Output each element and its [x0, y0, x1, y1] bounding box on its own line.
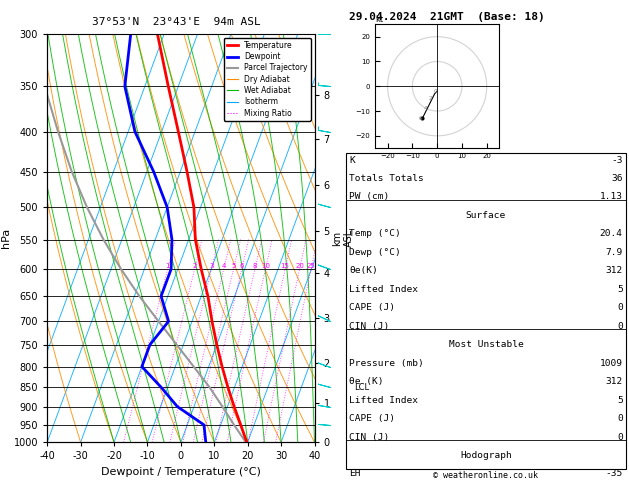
Text: kt: kt	[375, 15, 383, 24]
Text: 20.4: 20.4	[599, 229, 623, 239]
Text: θe (K): θe (K)	[349, 377, 384, 386]
Text: 15: 15	[281, 263, 289, 269]
Text: 4: 4	[423, 106, 427, 111]
Text: Lifted Index: Lifted Index	[349, 396, 418, 405]
Text: 312: 312	[606, 266, 623, 276]
Text: CIN (J): CIN (J)	[349, 322, 389, 331]
Text: Lifted Index: Lifted Index	[349, 285, 418, 294]
Text: 7.9: 7.9	[606, 248, 623, 257]
Text: 0: 0	[617, 433, 623, 442]
Text: © weatheronline.co.uk: © weatheronline.co.uk	[433, 471, 538, 481]
Text: Most Unstable: Most Unstable	[448, 340, 523, 349]
Text: 6: 6	[418, 116, 422, 121]
Text: -3: -3	[611, 156, 623, 165]
Text: 25: 25	[307, 263, 315, 269]
Text: 1009: 1009	[599, 359, 623, 368]
Text: 10: 10	[261, 263, 270, 269]
Text: -35: -35	[606, 469, 623, 479]
Text: 20: 20	[295, 263, 304, 269]
Text: 3: 3	[209, 263, 214, 269]
Text: 29.04.2024  21GMT  (Base: 18): 29.04.2024 21GMT (Base: 18)	[349, 12, 545, 22]
Text: 8: 8	[253, 263, 257, 269]
Y-axis label: km
ASL: km ASL	[333, 229, 354, 247]
Text: 5: 5	[231, 263, 236, 269]
Text: 312: 312	[606, 377, 623, 386]
Text: CAPE (J): CAPE (J)	[349, 303, 395, 312]
Text: Dewp (°C): Dewp (°C)	[349, 248, 401, 257]
Text: 2: 2	[192, 263, 197, 269]
X-axis label: Dewpoint / Temperature (°C): Dewpoint / Temperature (°C)	[101, 467, 261, 477]
Text: Surface: Surface	[466, 211, 506, 220]
Text: 0: 0	[617, 303, 623, 312]
Text: Totals Totals: Totals Totals	[349, 174, 424, 183]
Text: 1.13: 1.13	[599, 192, 623, 202]
Text: PW (cm): PW (cm)	[349, 192, 389, 202]
Text: Temp (°C): Temp (°C)	[349, 229, 401, 239]
Text: 5: 5	[617, 285, 623, 294]
Text: 0: 0	[433, 89, 437, 94]
Text: 0: 0	[617, 414, 623, 423]
Text: 4: 4	[221, 263, 226, 269]
Text: θe(K): θe(K)	[349, 266, 378, 276]
Text: 37°53'N  23°43'E  94m ASL: 37°53'N 23°43'E 94m ASL	[92, 17, 260, 27]
Text: K: K	[349, 156, 355, 165]
Text: CIN (J): CIN (J)	[349, 433, 389, 442]
Text: Pressure (mb): Pressure (mb)	[349, 359, 424, 368]
Text: 36: 36	[611, 174, 623, 183]
Text: 0: 0	[617, 322, 623, 331]
Text: CAPE (J): CAPE (J)	[349, 414, 395, 423]
Text: EH: EH	[349, 469, 360, 479]
Text: 5: 5	[617, 396, 623, 405]
Y-axis label: hPa: hPa	[1, 228, 11, 248]
Text: Hodograph: Hodograph	[460, 451, 512, 460]
Text: LCL: LCL	[355, 383, 370, 392]
Text: 6: 6	[240, 263, 244, 269]
Legend: Temperature, Dewpoint, Parcel Trajectory, Dry Adiabat, Wet Adiabat, Isotherm, Mi: Temperature, Dewpoint, Parcel Trajectory…	[223, 38, 311, 121]
Text: 2: 2	[428, 96, 432, 101]
Text: 1: 1	[165, 263, 170, 269]
